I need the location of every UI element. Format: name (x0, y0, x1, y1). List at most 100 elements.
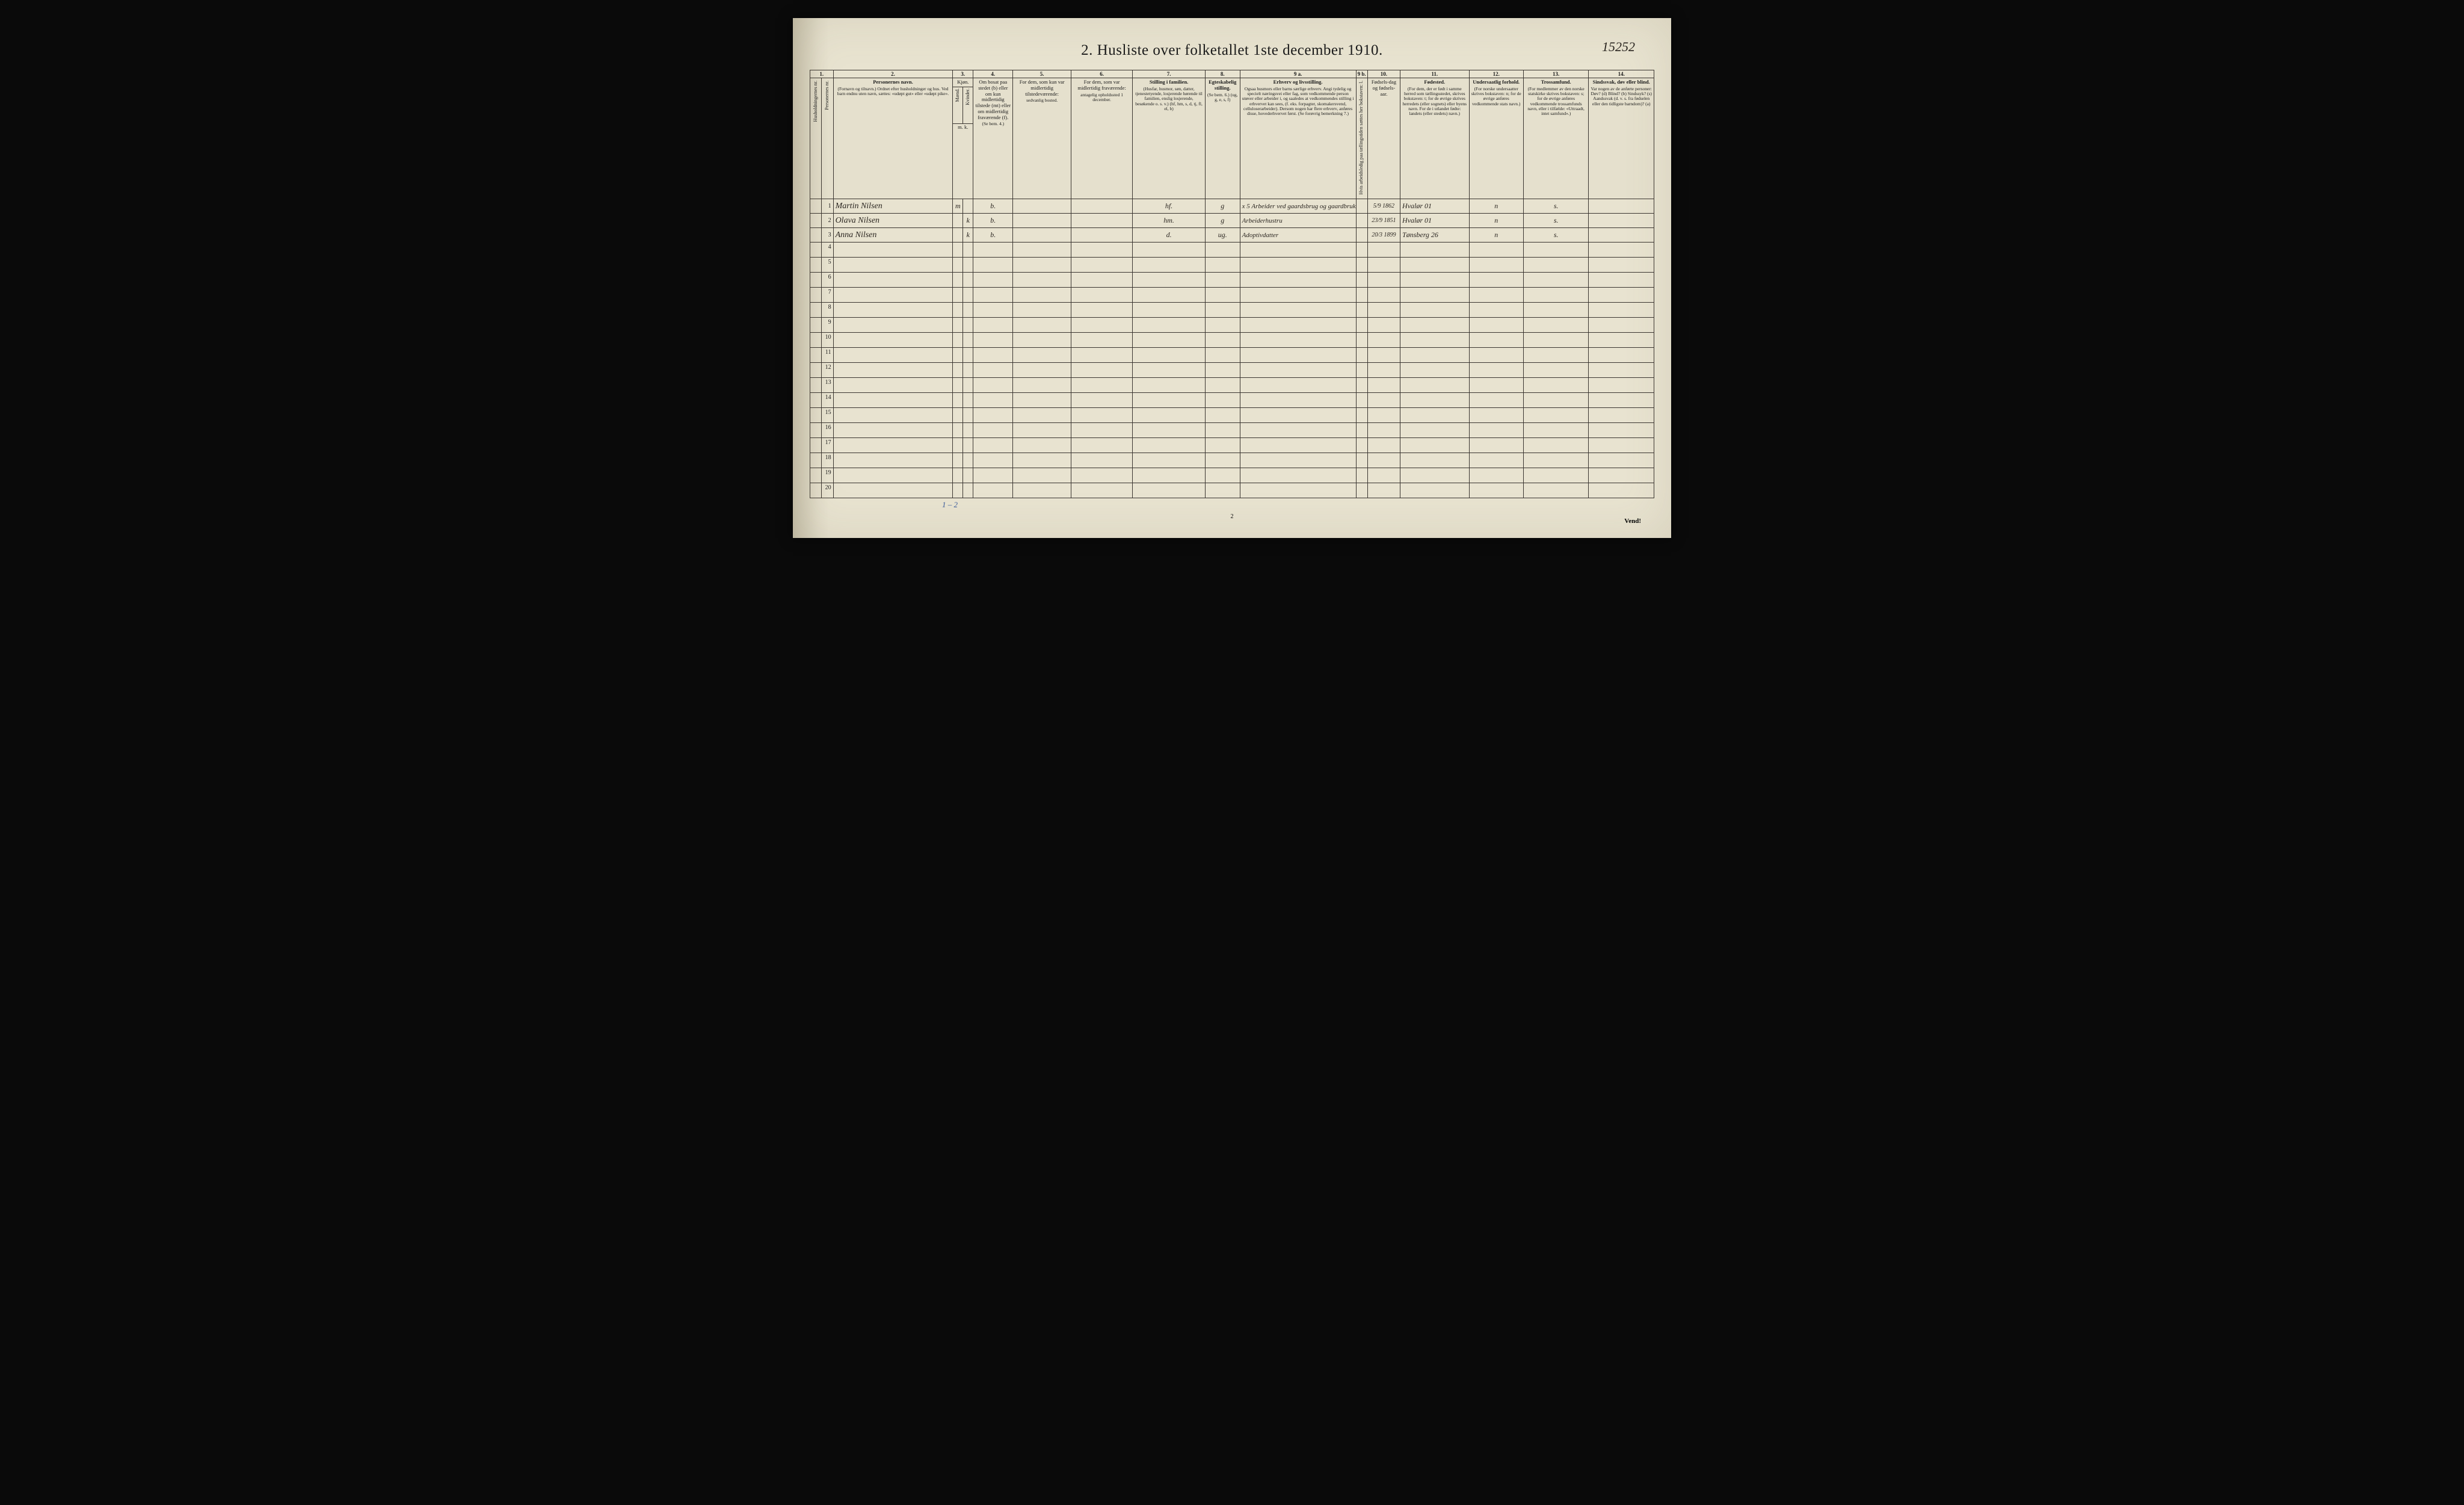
empty-cell (1133, 288, 1206, 303)
empty-cell (1071, 423, 1132, 438)
table-row: 10 (810, 333, 1654, 348)
empty-cell (953, 273, 963, 288)
empty-cell (1469, 468, 1523, 483)
empty-cell (1469, 483, 1523, 498)
empty-cell (1205, 453, 1240, 468)
cell-name: Martin Nilsen (833, 199, 953, 214)
empty-cell (973, 243, 1013, 258)
empty-cell (1469, 273, 1523, 288)
table-row: 3Anna Nilsenkb.d.ug.Adoptivdatter20/3 18… (810, 228, 1654, 243)
empty-cell (973, 363, 1013, 378)
empty-cell (953, 288, 963, 303)
column-number-row: 1. 2. 3. 4. 5. 6. 7. 8. 9 a. 9 b. 10. 11… (810, 70, 1654, 78)
empty-cell (1071, 303, 1132, 318)
empty-cell (1356, 288, 1367, 303)
empty-cell (1356, 273, 1367, 288)
hdr-egteskab: Egteskabelig stilling. (Se bem. 6.) (ug,… (1205, 78, 1240, 199)
empty-cell (1523, 243, 1588, 258)
hdr-kjon: Kjøn. Mænd. Kvinder. m. k. (953, 78, 973, 199)
empty-cell (953, 348, 963, 363)
empty-cell (953, 393, 963, 408)
empty-cell (1367, 438, 1400, 453)
hdr-midl-tilstede: For dem, som kun var midlertidig tilsted… (1013, 78, 1071, 199)
empty-cell (1240, 303, 1356, 318)
hdr-fodested: Fødested. (For dem, der er født i samme … (1400, 78, 1470, 199)
empty-cell (833, 348, 953, 363)
table-row: 8 (810, 303, 1654, 318)
hdr-fodselsdato: Fødsels-dag og fødsels-aar. (1367, 78, 1400, 199)
colnum: 6. (1071, 70, 1132, 78)
household-nr (810, 348, 822, 363)
footer-annotation: 1 – 2 (942, 500, 1654, 510)
household-nr (810, 303, 822, 318)
household-nr (810, 453, 822, 468)
cell-col5 (1013, 228, 1071, 243)
empty-cell (1367, 378, 1400, 393)
empty-cell (1400, 393, 1470, 408)
cell-sex-m: m (953, 199, 963, 214)
empty-cell (1240, 348, 1356, 363)
empty-cell (1205, 468, 1240, 483)
cell-sex-m (953, 228, 963, 243)
empty-cell (1523, 288, 1588, 303)
empty-cell (1013, 468, 1071, 483)
empty-cell (1400, 273, 1470, 288)
empty-cell (1013, 348, 1071, 363)
person-nr: 17 (822, 438, 833, 453)
empty-cell (1523, 258, 1588, 273)
empty-cell (1523, 423, 1588, 438)
empty-cell (833, 318, 953, 333)
empty-cell (833, 468, 953, 483)
empty-cell (1133, 483, 1206, 498)
empty-cell (1523, 408, 1588, 423)
empty-cell (1400, 243, 1470, 258)
empty-cell (1133, 348, 1206, 363)
empty-cell (1523, 438, 1588, 453)
household-nr (810, 363, 822, 378)
person-nr: 19 (822, 468, 833, 483)
empty-cell (1133, 363, 1206, 378)
empty-cell (1205, 378, 1240, 393)
empty-cell (1469, 243, 1523, 258)
cell-fsted: Tønsberg 26 (1400, 228, 1470, 243)
empty-cell (1240, 438, 1356, 453)
empty-cell (1589, 453, 1654, 468)
table-row: 12 (810, 363, 1654, 378)
table-row: 9 (810, 318, 1654, 333)
hdr-person-nr: Personernes nr. (822, 78, 833, 199)
empty-cell (833, 258, 953, 273)
empty-cell (1071, 288, 1132, 303)
empty-cell (973, 258, 1013, 273)
empty-cell (1400, 333, 1470, 348)
cell-fdato: 23/9 1851 (1367, 214, 1400, 228)
empty-cell (963, 438, 973, 453)
empty-cell (963, 348, 973, 363)
table-row: 17 (810, 438, 1654, 453)
household-nr (810, 214, 822, 228)
empty-cell (1013, 483, 1071, 498)
empty-cell (1589, 258, 1654, 273)
empty-cell (1400, 363, 1470, 378)
household-nr (810, 468, 822, 483)
empty-cell (1071, 483, 1132, 498)
cell-bosat: b. (973, 214, 1013, 228)
cell-name: Olava Nilsen (833, 214, 953, 228)
empty-cell (1400, 258, 1470, 273)
colnum: 8. (1205, 70, 1240, 78)
empty-cell (1367, 288, 1400, 303)
hdr-midl-frav: For dem, som var midlertidig fraværende:… (1071, 78, 1132, 199)
empty-cell (1469, 378, 1523, 393)
empty-cell (953, 243, 963, 258)
empty-cell (963, 333, 973, 348)
cell-stilling: hm. (1133, 214, 1206, 228)
empty-cell (973, 288, 1013, 303)
empty-cell (1013, 438, 1071, 453)
empty-cell (1367, 363, 1400, 378)
empty-cell (953, 423, 963, 438)
empty-cell (1240, 423, 1356, 438)
empty-cell (1367, 273, 1400, 288)
table-row: 16 (810, 423, 1654, 438)
empty-cell (1400, 318, 1470, 333)
empty-cell (1013, 423, 1071, 438)
person-nr: 1 (822, 199, 833, 214)
